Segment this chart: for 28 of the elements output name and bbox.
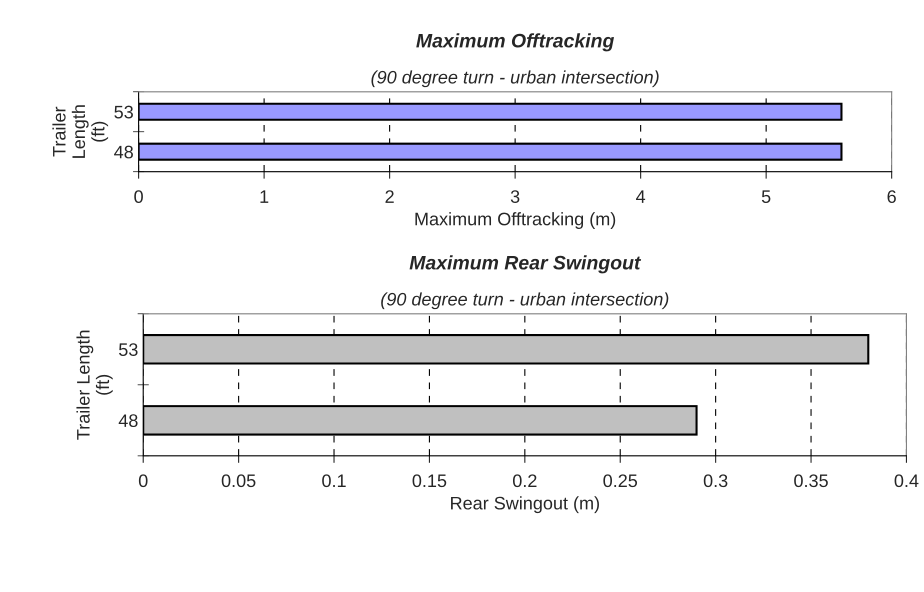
x-tick-label: 0.1 (322, 474, 346, 488)
x-tick-label: 0.15 (412, 474, 446, 488)
y-axis-title: Trailer Length (ft) (76, 330, 113, 440)
y-tick-label: 53 (114, 106, 133, 118)
x-axis-title: Rear Swingout (m) (451, 496, 599, 514)
x-tick-label: 0 (134, 190, 143, 203)
x-tick-label: 3 (510, 190, 520, 203)
x-tick-label: 0.2 (512, 474, 536, 488)
chart-subtitle: (90 degree turn - urban intersection) (381, 292, 668, 310)
x-tick-label: 4 (636, 190, 646, 203)
x-tick-label: 2 (386, 190, 394, 203)
chart-title: Maximum Rear Swingout (410, 255, 642, 274)
y-axis-title: Trailer Length (ft) (52, 105, 108, 158)
x-tick-label: 0.05 (222, 474, 256, 488)
x-tick-label: 0.3 (704, 474, 728, 488)
chart-subtitle: (90 degree turn - urban intersection) (371, 70, 659, 88)
x-tick-label: 0.25 (603, 474, 638, 488)
x-tick-label: 1 (260, 190, 268, 203)
chart-title: Maximum Offtracking (416, 33, 614, 52)
x-tick-label: 0.35 (794, 474, 828, 488)
x-tick-label: 6 (888, 190, 896, 203)
y-tick-label: 48 (114, 146, 133, 158)
x-axis-title: Maximum Offtracking (m) (415, 212, 616, 229)
y-tick-label: 53 (119, 343, 138, 356)
x-tick-label: 5 (762, 190, 770, 203)
y-tick-label: 48 (118, 414, 138, 428)
x-tick-label: 0.4 (894, 474, 918, 488)
x-tick-label: 0 (138, 474, 148, 488)
